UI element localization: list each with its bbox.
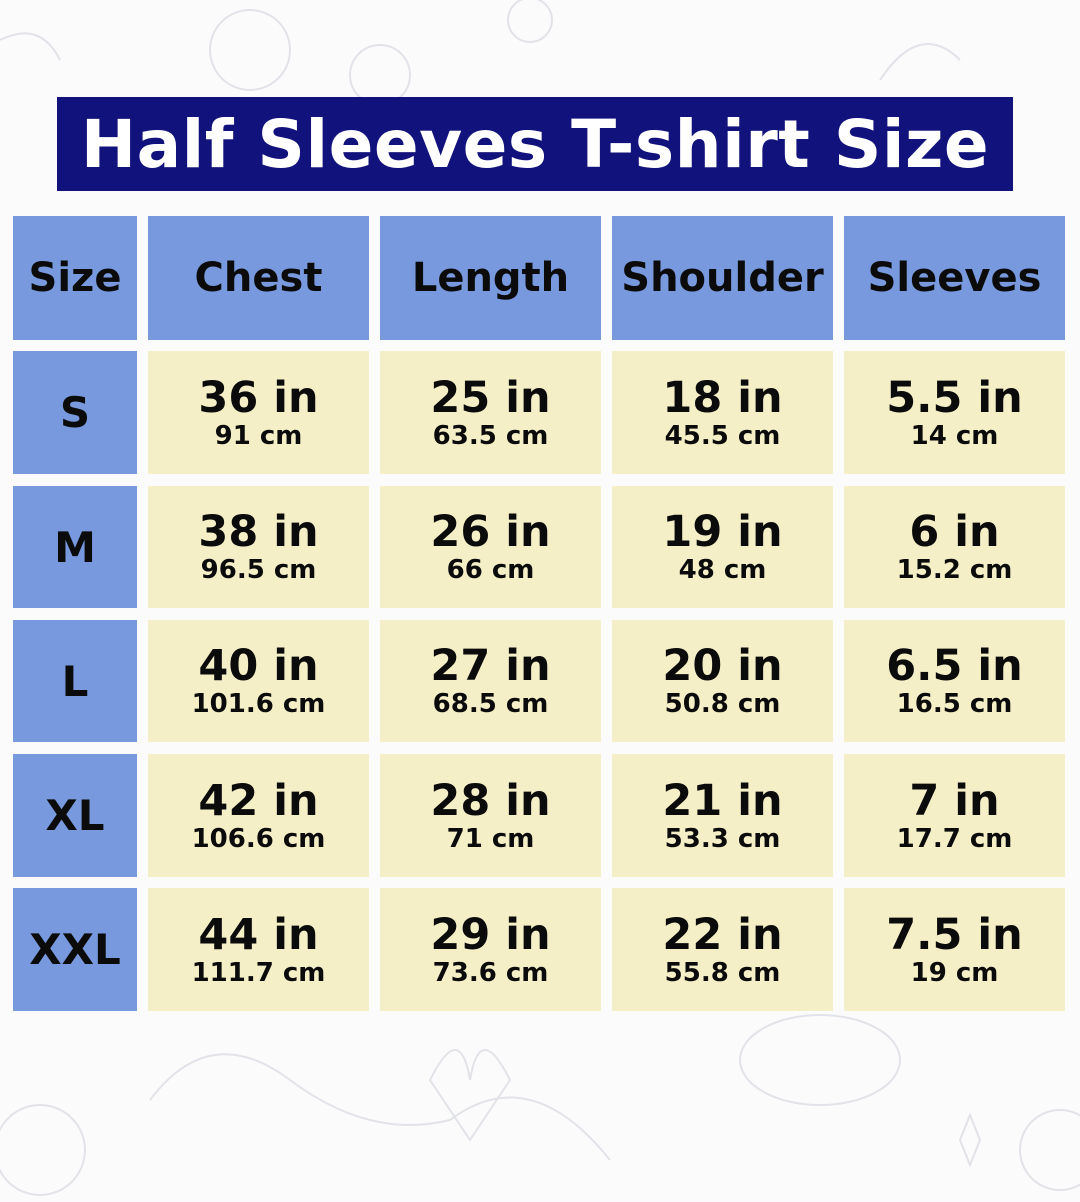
measurement-cell: 26 in 66 cm [380,486,601,608]
measurement-cell: 36 in 91 cm [148,351,369,474]
inches-value: 6.5 in [886,641,1023,691]
centimeters-value: 14 cm [910,420,999,451]
measurement-cell: 27 in 68.5 cm [380,620,601,742]
measurement-cell: 18 in 45.5 cm [612,351,833,474]
centimeters-value: 48 cm [678,555,767,585]
centimeters-value: 101.6 cm [191,689,326,719]
centimeters-value: 45.5 cm [664,420,781,451]
centimeters-value: 68.5 cm [432,689,549,719]
column-header: Shoulder [612,216,833,340]
centimeters-value: 96.5 cm [200,555,317,585]
inches-value: 18 in [662,372,783,423]
measurement-cell: 20 in 50.8 cm [612,620,833,742]
measurement-cell: 38 in 96.5 cm [148,486,369,608]
centimeters-value: 73.6 cm [432,957,549,988]
size-label: S [13,351,137,474]
centimeters-value: 91 cm [214,420,303,451]
measurement-cell: 42 in 106.6 cm [148,754,369,877]
inches-value: 28 in [430,775,551,826]
centimeters-value: 19 cm [910,957,999,988]
measurement-cell: 44 in 111.7 cm [148,888,369,1011]
size-label: XXL [13,888,137,1011]
centimeters-value: 111.7 cm [191,957,326,988]
centimeters-value: 50.8 cm [664,689,781,719]
inches-value: 21 in [662,775,783,826]
column-header: Sleeves [844,216,1065,340]
centimeters-value: 55.8 cm [664,957,781,988]
centimeters-value: 66 cm [446,555,535,585]
measurement-cell: 21 in 53.3 cm [612,754,833,877]
inches-value: 27 in [430,641,551,691]
inches-value: 19 in [662,507,783,557]
inches-value: 22 in [662,909,783,960]
column-header: Chest [148,216,369,340]
inches-value: 7.5 in [886,909,1023,960]
inches-value: 40 in [198,641,319,691]
inches-value: 7 in [909,775,1000,826]
measurement-cell: 25 in 63.5 cm [380,351,601,474]
measurement-cell: 7.5 in 19 cm [844,888,1065,1011]
inches-value: 44 in [198,909,319,960]
size-label: XL [13,754,137,877]
inches-value: 36 in [198,372,319,423]
inches-value: 26 in [430,507,551,557]
centimeters-value: 53.3 cm [664,823,781,854]
page-title: Half Sleeves T-shirt Size [57,97,1013,191]
inches-value: 5.5 in [886,372,1023,423]
inches-value: 29 in [430,909,551,960]
centimeters-value: 15.2 cm [896,555,1013,585]
measurement-cell: 29 in 73.6 cm [380,888,601,1011]
measurement-cell: 6.5 in 16.5 cm [844,620,1065,742]
inches-value: 25 in [430,372,551,423]
measurement-cell: 19 in 48 cm [612,486,833,608]
measurement-cell: 5.5 in 14 cm [844,351,1065,474]
centimeters-value: 106.6 cm [191,823,326,854]
measurement-cell: 6 in 15.2 cm [844,486,1065,608]
measurement-cell: 7 in 17.7 cm [844,754,1065,877]
centimeters-value: 16.5 cm [896,689,1013,719]
size-label: M [13,486,137,608]
centimeters-value: 63.5 cm [432,420,549,451]
centimeters-value: 17.7 cm [896,823,1013,854]
column-header: Size [13,216,137,340]
measurement-cell: 40 in 101.6 cm [148,620,369,742]
inches-value: 42 in [198,775,319,826]
measurement-cell: 22 in 55.8 cm [612,888,833,1011]
inches-value: 6 in [909,507,1000,557]
inches-value: 38 in [198,507,319,557]
size-label: L [13,620,137,742]
inches-value: 20 in [662,641,783,691]
centimeters-value: 71 cm [446,823,535,854]
measurement-cell: 28 in 71 cm [380,754,601,877]
column-header: Length [380,216,601,340]
